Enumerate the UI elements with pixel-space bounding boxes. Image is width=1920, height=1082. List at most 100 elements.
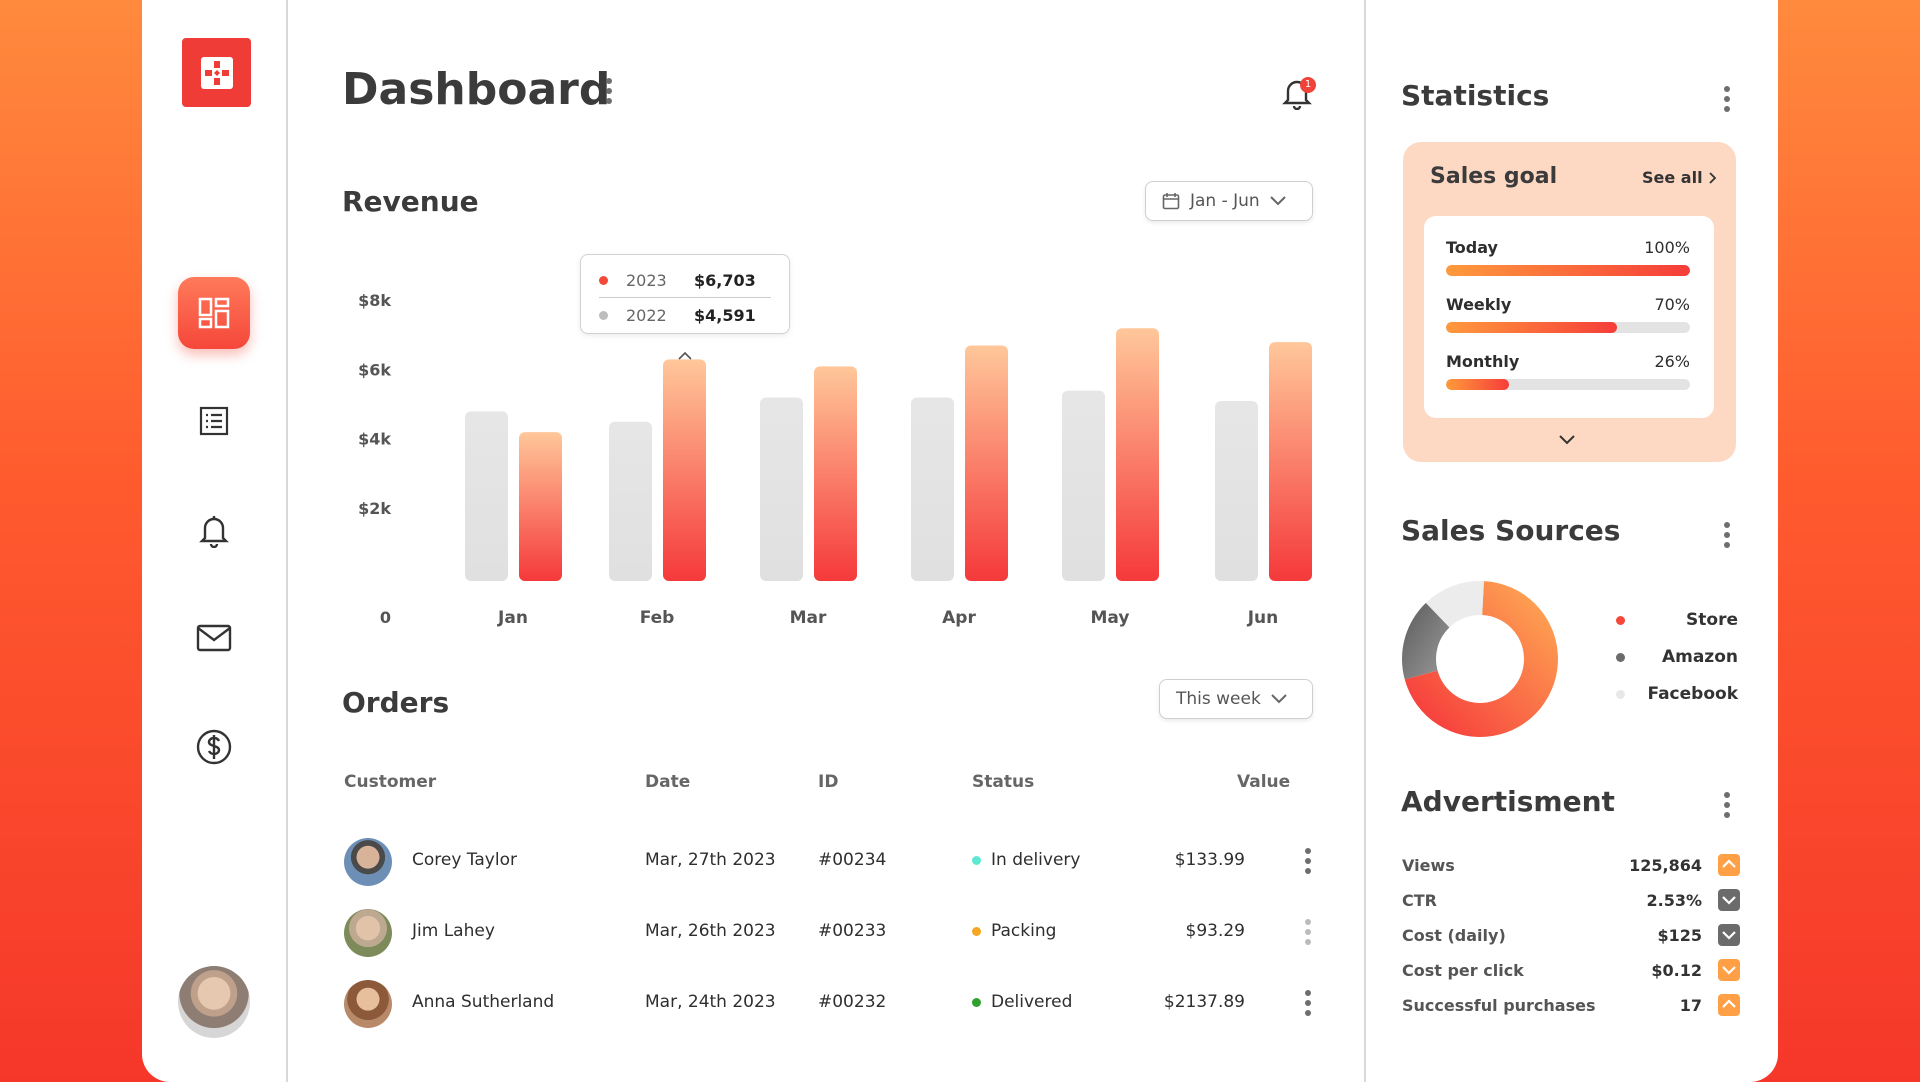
page-title: Dashboard (342, 64, 611, 115)
sales-goal-progress-fill (1446, 265, 1690, 276)
legend-label: Facebook (1647, 684, 1738, 704)
statistics-menu-icon[interactable] (1724, 86, 1730, 112)
statistics-title: Statistics (1401, 79, 1550, 112)
sidebar-item-notifications[interactable] (178, 494, 250, 566)
x-tick-label: Feb (640, 608, 675, 628)
bar-2023[interactable] (1116, 328, 1159, 581)
customer-name: Corey Taylor (412, 850, 517, 870)
sales-goal-percent: 70% (1654, 295, 1690, 314)
status-label: In delivery (991, 850, 1081, 870)
ad-stat-label: Cost (daily) (1402, 926, 1506, 945)
ad-stat-row: Cost (daily) $125 (1402, 924, 1740, 956)
sales-sources-menu-icon[interactable] (1724, 522, 1730, 548)
calendar-icon (1162, 193, 1180, 210)
sidebar-item-dashboard[interactable] (178, 277, 250, 349)
trend-down-icon (1718, 924, 1740, 946)
column-header-customer[interactable]: Customer (344, 772, 437, 792)
order-id: #00232 (818, 992, 887, 1012)
tooltip-divider (599, 297, 771, 298)
dashboard-icon (198, 297, 230, 329)
sales-goal-label: Weekly (1446, 295, 1512, 314)
column-header-value[interactable]: Value (1237, 772, 1291, 792)
user-avatar[interactable] (178, 966, 250, 1038)
order-value: $93.29 (1185, 921, 1245, 941)
bar-2022[interactable] (465, 411, 508, 581)
legend-dot (1616, 690, 1625, 699)
bar-2023[interactable] (663, 359, 706, 581)
tooltip-row-2022: 2022 $4,591 (599, 300, 771, 330)
see-all-label: See all (1642, 168, 1703, 187)
sidebar-item-list[interactable] (178, 385, 250, 457)
customer-avatar (344, 909, 392, 957)
ad-stat-value: 2.53% (1646, 891, 1702, 910)
ad-stat-value: $0.12 (1651, 961, 1702, 980)
donut-slice-amazon[interactable] (1402, 602, 1450, 680)
column-header-status[interactable]: Status (972, 772, 1035, 792)
orders-range-dropdown[interactable]: This week (1159, 679, 1313, 719)
bar-2022[interactable] (609, 421, 652, 581)
x-tick-label: Mar (790, 608, 827, 628)
donut-slice-facebook[interactable] (1425, 581, 1484, 628)
sales-goal-item: Weekly 70% (1446, 295, 1690, 314)
table-row[interactable]: Anna Sutherland Mar, 24th 2023 #00232 De… (342, 972, 1311, 1032)
column-header-date[interactable]: Date (645, 772, 691, 792)
order-value: $2137.89 (1163, 992, 1245, 1012)
bar-2023[interactable] (519, 432, 562, 581)
trend-up-icon (1718, 994, 1740, 1016)
sidebar (142, 0, 288, 1082)
trend-down-icon (1718, 959, 1740, 981)
tooltip-dot-2023 (599, 275, 608, 285)
ad-stat-label: Successful purchases (1402, 996, 1596, 1015)
bar-2023[interactable] (1269, 342, 1312, 581)
customer-name: Anna Sutherland (412, 992, 555, 1012)
bar-2023[interactable] (965, 345, 1008, 581)
order-status: Delivered (972, 992, 1072, 1012)
chart-tooltip: 2023 $6,703 2022 $4,591 (580, 254, 790, 334)
y-tick-label: 0 (380, 608, 391, 627)
x-tick-label: Apr (942, 608, 976, 628)
sales-goal-title: Sales goal (1430, 164, 1558, 189)
see-all-link[interactable]: See all (1642, 168, 1717, 187)
sales-goal-label: Today (1446, 238, 1498, 257)
logo[interactable] (182, 38, 251, 107)
row-menu-icon[interactable] (1305, 848, 1311, 874)
customer-avatar (344, 838, 392, 886)
column-header-id[interactable]: ID (818, 772, 839, 792)
sales-goal-progress-fill (1446, 379, 1510, 390)
sidebar-item-mail[interactable] (178, 602, 250, 674)
table-row[interactable]: Corey Taylor Mar, 27th 2023 #00234 In de… (342, 830, 1311, 890)
row-menu-icon[interactable] (1305, 990, 1311, 1016)
bar-2022[interactable] (1062, 390, 1105, 581)
sales-goal-label: Monthly (1446, 352, 1520, 371)
bar-2022[interactable] (1215, 400, 1258, 581)
notification-badge: 1 (1300, 77, 1316, 93)
status-label: Delivered (991, 992, 1073, 1012)
revenue-chart: 0 $2k $4k $6k $8k Jan Feb Mar Apr May Jun (358, 291, 1312, 628)
ad-stat-row: CTR 2.53% (1402, 889, 1740, 921)
legend-label: Store (1686, 610, 1738, 630)
donut-slice-store[interactable] (1404, 581, 1558, 737)
mail-icon (196, 624, 232, 652)
table-row[interactable]: Jim Lahey Mar, 26th 2023 #00233 Packing … (342, 901, 1311, 961)
tooltip-value: $6,703 (694, 270, 756, 290)
row-menu-icon[interactable] (1305, 919, 1311, 945)
legend-label: Amazon (1661, 647, 1738, 667)
revenue-range-dropdown[interactable]: Jan - Jun (1145, 181, 1313, 221)
dashboard-menu-icon[interactable] (606, 78, 612, 104)
advertisment-title: Advertisment (1401, 785, 1615, 818)
advertisment-menu-icon[interactable] (1724, 792, 1730, 818)
sales-goal-progress (1446, 265, 1690, 276)
main-content (288, 0, 1366, 1082)
expand-chevron-icon[interactable] (1559, 435, 1575, 445)
bar-2022[interactable] (760, 397, 803, 581)
ad-stat-value: $125 (1657, 926, 1702, 945)
y-tick-label: $2k (358, 499, 391, 518)
order-id: #00233 (818, 921, 887, 941)
bar-2022[interactable] (911, 397, 954, 581)
sidebar-item-payments[interactable] (178, 711, 250, 783)
bar-2023[interactable] (814, 366, 857, 581)
sales-goal-progress (1446, 379, 1690, 390)
customer-avatar (344, 980, 392, 1028)
tooltip-value: $4,591 (694, 305, 756, 325)
dollar-icon (196, 729, 232, 765)
